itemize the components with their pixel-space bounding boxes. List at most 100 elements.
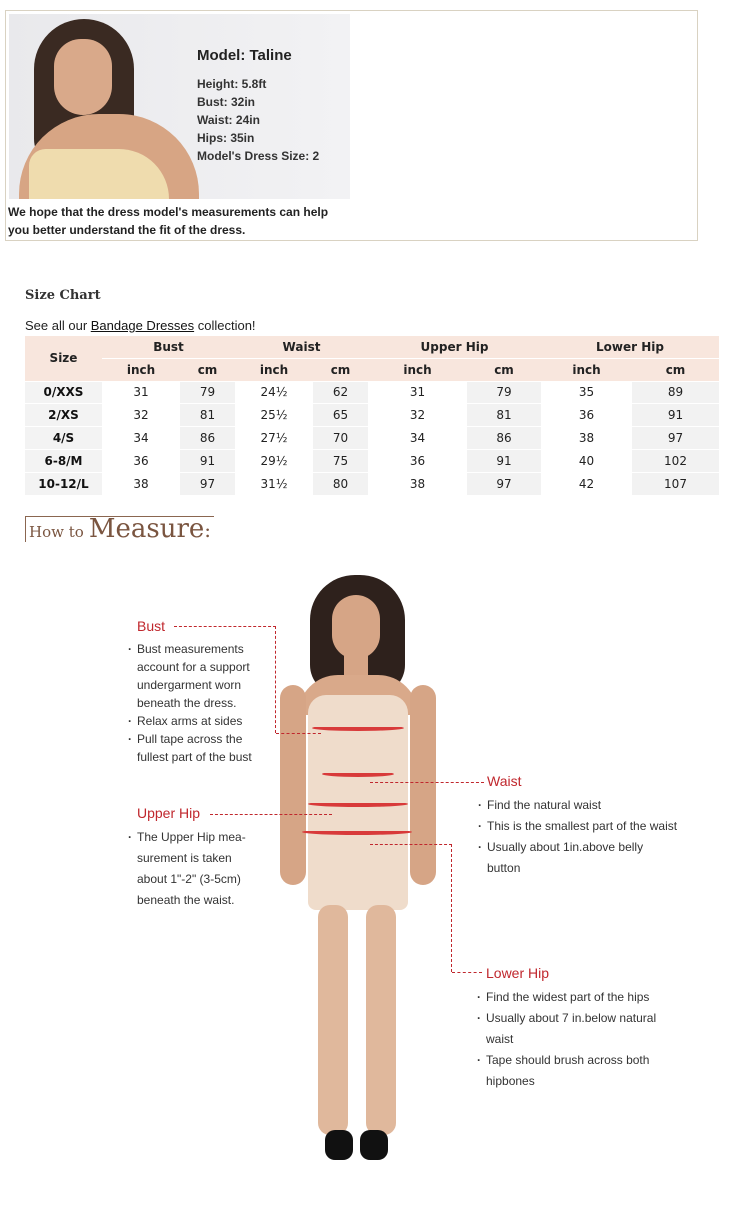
size-cell: 0/XXS — [25, 381, 102, 405]
collection-note: See all our Bandage Dresses collection! — [25, 318, 256, 333]
size-cell: 2/XS — [25, 404, 102, 428]
header-size: Size — [25, 336, 102, 382]
note-suffix: collection! — [194, 318, 256, 333]
value-cell: 70 — [313, 427, 368, 450]
value-cell: 29½ — [235, 450, 313, 473]
header-upper-hip: Upper Hip — [368, 336, 541, 359]
model-hips: Hips: 35in — [197, 131, 255, 145]
model-stats: Height: 5.8ft Bust: 32in Waist: 24in Hip… — [197, 75, 319, 165]
value-cell: 80 — [313, 472, 368, 496]
how-to-small: How to — [29, 523, 84, 541]
value-cell: 91 — [467, 449, 541, 473]
value-cell: 102 — [632, 449, 719, 473]
table-row: 6-8/M 36 91 29½ 75 36 91 40 102 — [25, 449, 719, 473]
lower-hip-instructions: Find the widest part of the hips Usually… — [477, 987, 677, 1092]
value-cell: 107 — [632, 472, 719, 496]
table-row: 4/S 34 86 27½ 70 34 86 38 97 — [25, 427, 719, 450]
size-chart-table: Size Bust Waist Upper Hip Lower Hip inch… — [25, 336, 719, 496]
model-photo — [9, 14, 350, 199]
size-cell: 10-12/L — [25, 472, 102, 496]
value-cell: 34 — [368, 427, 467, 450]
value-cell: 79 — [467, 381, 541, 405]
model-bust: Bust: 32in — [197, 95, 256, 109]
measurement-model-figure — [270, 575, 440, 1175]
upper-hip-leader-line — [210, 814, 332, 815]
value-cell: 89 — [632, 381, 719, 405]
value-cell: 91 — [180, 449, 235, 473]
bust-leader-line-end — [276, 733, 321, 734]
lower-hip-leader-line-end — [452, 972, 482, 973]
how-to-measure-title: How to Measure: — [25, 514, 215, 544]
size-cell: 6-8/M — [25, 449, 102, 473]
value-cell: 24½ — [235, 382, 313, 405]
value-cell: 86 — [467, 427, 541, 450]
size-cell: 4/S — [25, 427, 102, 450]
bust-instructions: Bust measurements account for a support … — [128, 640, 263, 766]
lower-hip-label: Lower Hip — [486, 965, 550, 981]
value-cell: 97 — [632, 427, 719, 450]
value-cell: 40 — [541, 450, 632, 473]
model-dress-size: Model's Dress Size: 2 — [197, 149, 320, 163]
bandage-dresses-link[interactable]: Bandage Dresses — [90, 318, 195, 333]
header-unit: inch — [368, 358, 467, 382]
bust-leader-line — [174, 626, 276, 733]
table-row: 10-12/L 38 97 31½ 80 38 97 42 107 — [25, 472, 719, 496]
waist-label: Waist — [487, 773, 522, 789]
header-unit: cm — [180, 358, 235, 382]
upper-hip-item: The Upper Hip mea-surement is taken abou… — [128, 827, 253, 911]
header-unit: inch — [541, 358, 632, 382]
lower-hip-item: Usually about 7 in.below natural waist — [477, 1008, 677, 1050]
header-unit: cm — [632, 358, 719, 382]
bust-item: Pull tape across the fullest part of the… — [128, 730, 263, 766]
note-prefix: See all our — [25, 318, 91, 333]
value-cell: 32 — [102, 404, 180, 428]
upper-hip-label: Upper Hip — [137, 805, 201, 821]
value-cell: 42 — [541, 473, 632, 496]
model-height: Height: 5.8ft — [197, 77, 267, 91]
waist-leader-line — [370, 782, 484, 783]
value-cell: 79 — [180, 381, 235, 405]
bust-item: Bust measurements account for a support … — [128, 640, 263, 712]
table-row: 2/XS 32 81 25½ 65 32 81 36 91 — [25, 404, 719, 428]
header-unit: cm — [467, 358, 541, 382]
value-cell: 31½ — [235, 473, 313, 496]
header-unit: inch — [102, 358, 180, 382]
waist-instructions: Find the natural waist This is the small… — [478, 795, 678, 879]
model-name: Model: Taline — [197, 47, 292, 64]
value-cell: 35 — [541, 382, 632, 405]
value-cell: 97 — [467, 472, 541, 496]
value-cell: 97 — [180, 472, 235, 496]
value-cell: 81 — [180, 404, 235, 428]
value-cell: 38 — [368, 473, 467, 496]
model-note: We hope that the dress model's measureme… — [8, 205, 329, 237]
value-cell: 32 — [368, 404, 467, 428]
waist-item: This is the smallest part of the waist — [478, 816, 678, 837]
lower-hip-item: Find the widest part of the hips — [477, 987, 677, 1008]
value-cell: 86 — [180, 427, 235, 450]
lower-hip-arrow — [302, 829, 412, 835]
value-cell: 31 — [102, 382, 180, 405]
size-chart-title: Size Chart — [25, 288, 101, 303]
model-info-box: Model: Taline Height: 5.8ft Bust: 32in W… — [5, 10, 698, 241]
value-cell: 36 — [541, 404, 632, 428]
header-waist: Waist — [235, 336, 368, 359]
header-bust: Bust — [102, 336, 235, 359]
value-cell: 34 — [102, 427, 180, 450]
lower-hip-leader-line — [370, 844, 452, 972]
bust-arrow — [312, 725, 404, 731]
how-to-big: Measure — [88, 514, 205, 544]
lower-hip-item: Tape should brush across both hipbones — [477, 1050, 677, 1092]
header-unit: inch — [235, 358, 313, 382]
value-cell: 38 — [102, 473, 180, 496]
waist-item: Find the natural waist — [478, 795, 678, 816]
value-cell: 27½ — [235, 427, 313, 450]
value-cell: 38 — [541, 427, 632, 450]
waist-arrow — [322, 771, 394, 777]
value-cell: 36 — [102, 450, 180, 473]
waist-item: Usually about 1in.above belly button — [478, 837, 678, 879]
value-cell: 25½ — [235, 404, 313, 428]
value-cell: 91 — [632, 404, 719, 428]
upper-hip-arrow — [308, 801, 408, 807]
header-unit: cm — [313, 358, 368, 382]
model-waist: Waist: 24in — [197, 113, 260, 127]
